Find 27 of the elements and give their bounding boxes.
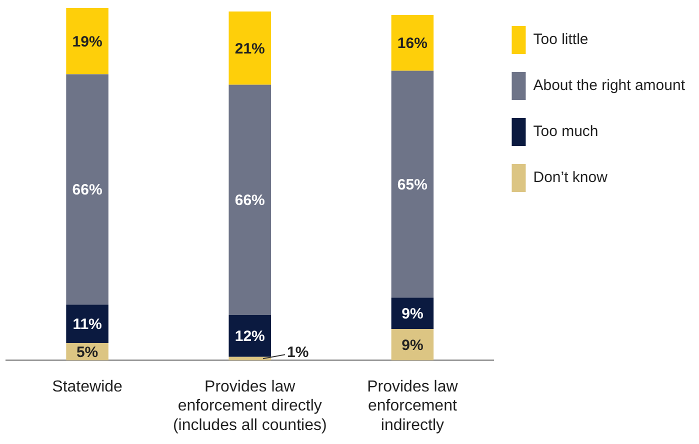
data-label: 65% (397, 176, 428, 194)
legend-label: Too little (533, 31, 588, 48)
data-label: 9% (402, 336, 424, 354)
bar (391, 70, 434, 298)
data-label: 66% (234, 192, 265, 210)
bar (66, 304, 108, 343)
data-label: 9% (402, 305, 424, 322)
data-label: 21% (234, 40, 265, 58)
x-tick-label: Provides law enforcement indirectly (367, 378, 458, 434)
data-label: 12% (234, 328, 265, 346)
data-label: 5% (76, 344, 98, 361)
legend-label: Don’t know (533, 169, 608, 186)
data-label: 11% (72, 316, 102, 333)
bar (228, 84, 272, 316)
data-label: 66% (72, 182, 102, 199)
legend-label: About the right amount (533, 77, 686, 94)
x-tick-label: Provides law enforcement directly (includes all counties) (172, 378, 327, 434)
bar (228, 11, 272, 85)
bar (66, 74, 108, 305)
bar (66, 8, 108, 74)
data-label: 19% (72, 33, 102, 50)
data-label: 1% (287, 344, 309, 361)
bar (391, 14, 434, 71)
data-label: 16% (397, 35, 428, 52)
legend-label: Too much (533, 123, 598, 140)
bar (228, 315, 272, 357)
x-tick-label: Statewide (52, 378, 123, 396)
